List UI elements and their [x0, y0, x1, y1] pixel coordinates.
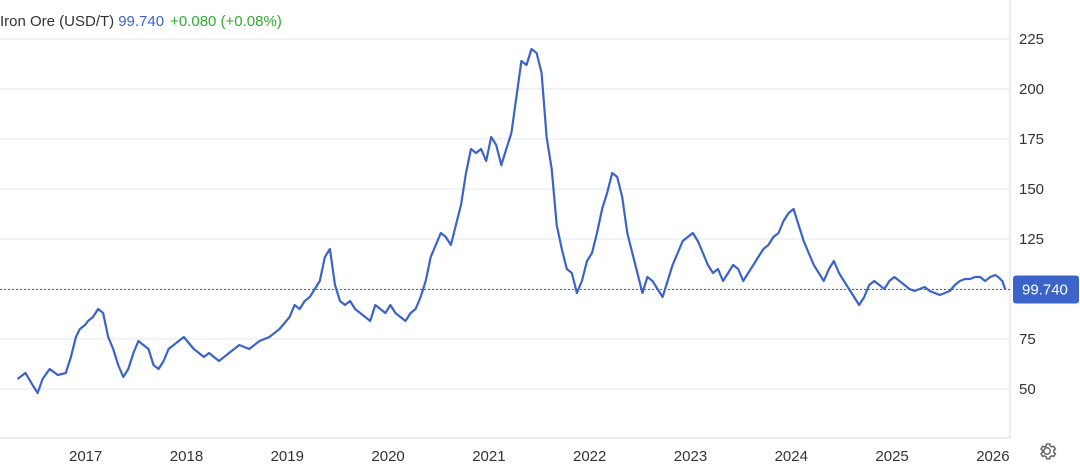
- price-label-box: [1013, 275, 1079, 304]
- price-change: +0.080 (+0.08%): [170, 13, 282, 30]
- y-tick-label: 50: [1019, 381, 1036, 398]
- x-tick-label: 2022: [573, 448, 606, 463]
- x-tick-label: 2021: [472, 448, 505, 463]
- price-series-line: [16, 47, 1007, 395]
- y-tick-label: 175: [1019, 131, 1044, 148]
- y-tick-label: 200: [1019, 81, 1044, 98]
- instrument-title: Iron Ore (USD/T): [0, 13, 115, 30]
- x-tick-label: 2026: [976, 448, 1009, 463]
- y-tick-label: 225: [1019, 31, 1044, 48]
- price-label: 99.740: [1022, 282, 1068, 299]
- x-tick-label: 2024: [775, 448, 808, 463]
- y-tick-label: 75: [1019, 331, 1036, 348]
- y-tick-label: 125: [1019, 231, 1044, 248]
- y-tick-label: 150: [1019, 181, 1044, 198]
- x-tick-label: 2020: [371, 448, 404, 463]
- last-price: 99.740: [118, 13, 165, 30]
- settings-button[interactable]: [1036, 440, 1058, 462]
- gear-icon: [1039, 443, 1057, 460]
- x-tick-label: 2017: [69, 448, 102, 463]
- x-tick-label: 2023: [674, 448, 707, 463]
- x-tick-label: 2019: [271, 448, 304, 463]
- chart-header: Iron Ore (USD/T) 99.740 +0.080 (+0.08%): [0, 13, 282, 30]
- x-tick-label: 2025: [875, 448, 908, 463]
- x-tick-label: 2018: [170, 448, 203, 463]
